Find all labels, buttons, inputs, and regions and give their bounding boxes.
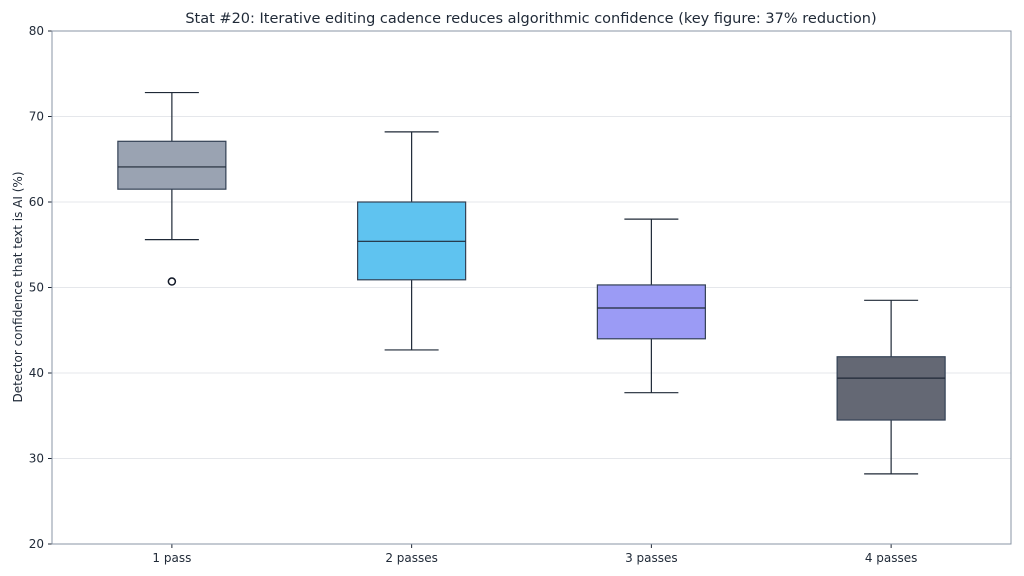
x-axis-ticks: 1 pass 2 passes 3 passes 4 passes [152, 544, 917, 565]
chart-title: Stat #20: Iterative editing cadence redu… [185, 11, 876, 27]
y-axis-label: Detector confidence that text is AI (%) [11, 171, 25, 402]
box-group [836, 299, 946, 475]
y-tick-label: 70 [29, 110, 44, 124]
box-group [596, 218, 706, 394]
x-tick-label: 4 passes [865, 551, 918, 565]
y-tick-label: 20 [29, 537, 44, 551]
y-tick-label: 30 [29, 452, 44, 466]
y-axis-ticks: 20 30 40 50 60 70 80 [29, 24, 52, 551]
boxes [117, 91, 946, 475]
x-tick-label: 1 pass [152, 551, 191, 565]
plot-frame [51, 30, 1012, 545]
outlier-point [167, 277, 177, 286]
iqr-box [596, 284, 706, 340]
iqr-box [117, 140, 227, 190]
box-group [117, 91, 227, 286]
x-tick-label: 2 passes [385, 551, 438, 565]
box-group [357, 131, 467, 351]
y-tick-label: 40 [29, 366, 44, 380]
y-tick-label: 80 [29, 24, 44, 38]
y-tick-label: 60 [29, 195, 44, 209]
x-tick-label: 3 passes [625, 551, 678, 565]
iqr-box [836, 356, 946, 421]
y-tick-label: 50 [29, 281, 44, 295]
